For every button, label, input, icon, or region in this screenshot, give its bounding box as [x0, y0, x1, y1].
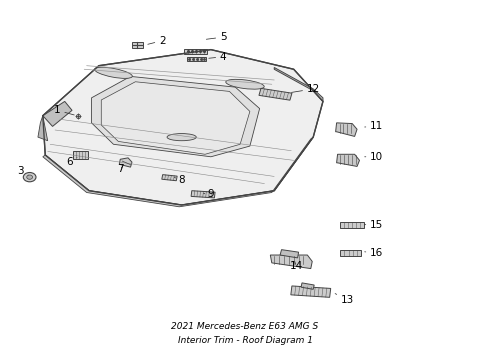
Bar — [340, 250, 362, 256]
Bar — [340, 222, 365, 228]
Text: 14: 14 — [290, 261, 303, 271]
Circle shape — [27, 175, 32, 179]
Ellipse shape — [95, 67, 132, 78]
Text: Interior Trim - Roof Diagram 1: Interior Trim - Roof Diagram 1 — [177, 336, 313, 345]
Text: 10: 10 — [365, 152, 383, 162]
Polygon shape — [92, 76, 260, 157]
Text: 4: 4 — [209, 52, 226, 62]
Polygon shape — [280, 249, 298, 258]
Polygon shape — [43, 102, 72, 126]
Ellipse shape — [167, 134, 196, 141]
Text: 8: 8 — [174, 175, 185, 185]
Text: 9: 9 — [203, 189, 214, 199]
Polygon shape — [301, 283, 314, 289]
Text: 12: 12 — [292, 84, 320, 94]
Polygon shape — [43, 137, 313, 207]
Polygon shape — [274, 67, 323, 102]
Text: 13: 13 — [335, 294, 354, 305]
Polygon shape — [119, 158, 132, 167]
Polygon shape — [38, 116, 48, 141]
Text: 6: 6 — [66, 157, 77, 167]
Polygon shape — [43, 50, 323, 205]
Text: 3: 3 — [18, 166, 28, 176]
Bar — [291, 286, 331, 297]
Bar — [187, 57, 206, 62]
Bar — [162, 175, 177, 181]
Bar — [259, 88, 292, 100]
Bar — [184, 49, 207, 54]
Text: 2021 Mercedes-Benz E63 AMG S: 2021 Mercedes-Benz E63 AMG S — [172, 322, 318, 331]
Bar — [191, 191, 215, 198]
Polygon shape — [270, 255, 312, 269]
Ellipse shape — [226, 79, 264, 89]
Polygon shape — [101, 82, 250, 154]
Text: 5: 5 — [206, 32, 226, 42]
Text: 16: 16 — [365, 248, 383, 258]
Text: 7: 7 — [118, 164, 124, 174]
Text: 2: 2 — [148, 36, 166, 46]
Text: 1: 1 — [54, 105, 74, 115]
Text: 11: 11 — [365, 121, 383, 131]
Circle shape — [24, 172, 36, 182]
Bar — [74, 152, 88, 158]
Polygon shape — [337, 154, 360, 166]
Bar — [132, 42, 143, 48]
Polygon shape — [336, 123, 357, 136]
Text: 15: 15 — [365, 220, 383, 230]
